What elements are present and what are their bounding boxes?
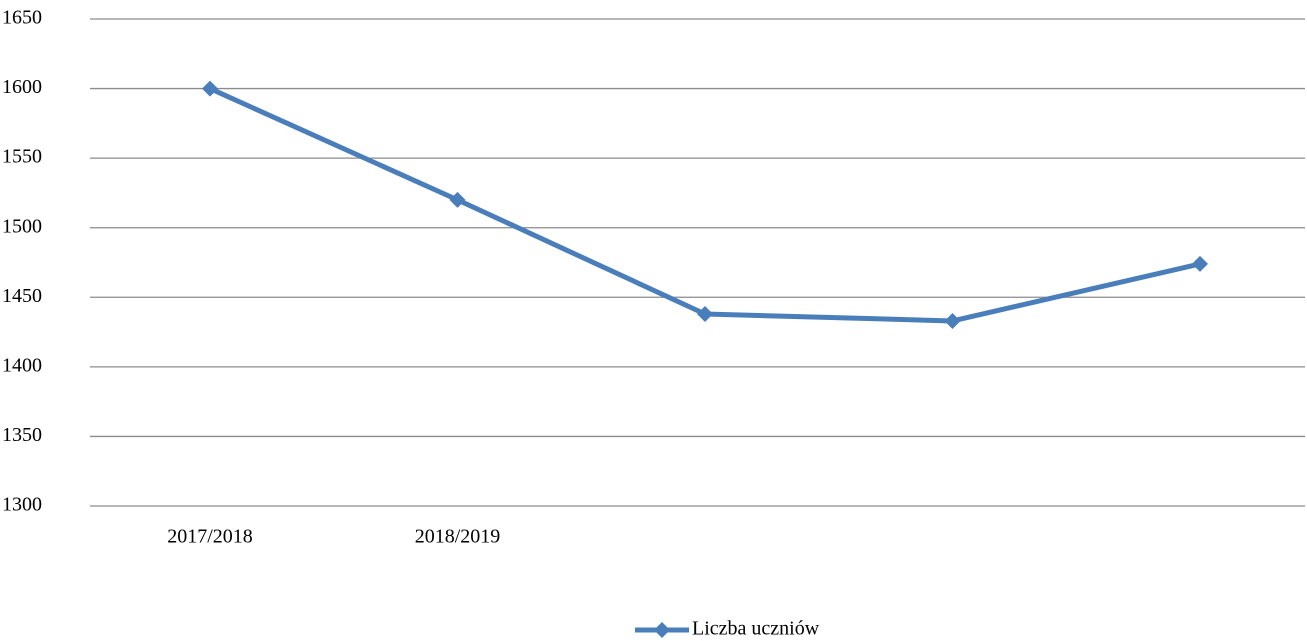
point-marker [202,80,218,97]
y-tick-label: 1350 [2,424,42,446]
y-tick-label: 1400 [2,354,42,376]
y-tick-label: 1500 [2,215,42,237]
y-tick-label: 1600 [2,76,42,98]
legend-marker [654,622,670,638]
point-marker [944,312,961,329]
y-tick-label: 1450 [2,285,42,307]
series-line [208,86,1201,324]
y-tick-label: 1650 [2,7,42,29]
point-marker [449,191,466,208]
y-tick-label: 1300 [2,494,42,516]
point-marker [1192,255,1208,272]
x-tick-label: 2017/2018 [167,526,253,548]
y-tick-label: 1550 [2,146,42,168]
legend-label: Liczba uczniów [692,618,820,640]
x-tick-label: 2018/2019 [415,526,501,548]
point-marker [697,305,713,322]
